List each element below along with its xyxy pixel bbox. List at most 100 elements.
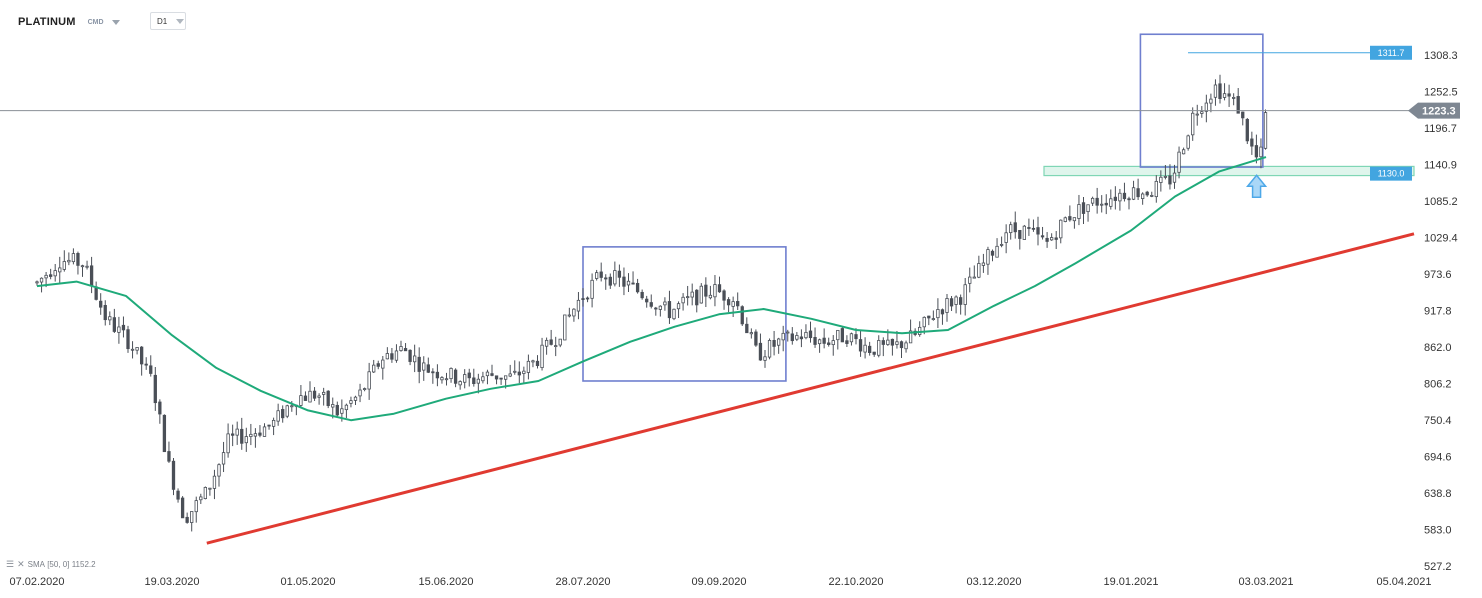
candle bbox=[840, 328, 844, 343]
candle bbox=[271, 419, 276, 427]
candle bbox=[795, 335, 799, 340]
candle bbox=[422, 362, 426, 371]
candle bbox=[717, 284, 722, 293]
candle bbox=[149, 365, 153, 374]
candle bbox=[822, 337, 826, 344]
candle bbox=[1195, 113, 1199, 116]
candle bbox=[158, 401, 162, 415]
y-tick-label: 638.8 bbox=[1424, 488, 1452, 500]
candle bbox=[931, 318, 935, 320]
candle bbox=[704, 284, 708, 297]
candle bbox=[335, 404, 339, 416]
menu-icon[interactable]: ☰ bbox=[6, 559, 15, 569]
chevron-down-icon[interactable] bbox=[111, 19, 120, 25]
candle bbox=[899, 341, 904, 349]
current-price-label: 1223.3 bbox=[1422, 106, 1456, 118]
candle bbox=[1077, 204, 1081, 219]
candle bbox=[599, 271, 603, 278]
candle bbox=[190, 511, 194, 523]
instrument-header[interactable]: PLATINUM CMD bbox=[18, 10, 120, 34]
candle bbox=[581, 298, 585, 300]
candle bbox=[654, 307, 658, 310]
candle bbox=[922, 316, 926, 328]
indicator-value: 1152.2 bbox=[71, 560, 96, 569]
candle bbox=[1136, 188, 1140, 198]
candle bbox=[863, 344, 867, 353]
candle bbox=[745, 323, 749, 334]
candle bbox=[89, 265, 94, 286]
candle bbox=[458, 381, 462, 386]
indicator-params: [50, 0] bbox=[47, 560, 70, 569]
candle bbox=[613, 270, 617, 285]
candle bbox=[453, 369, 458, 384]
candle bbox=[1227, 93, 1231, 97]
candle bbox=[808, 330, 813, 339]
candle bbox=[126, 329, 130, 350]
candle bbox=[522, 370, 526, 374]
candle bbox=[485, 371, 490, 377]
candle bbox=[954, 296, 958, 305]
close-icon[interactable]: ✕ bbox=[17, 559, 25, 569]
y-tick-label: 583.0 bbox=[1424, 524, 1452, 536]
candle bbox=[708, 294, 713, 299]
candle bbox=[963, 284, 967, 305]
candle bbox=[317, 395, 321, 398]
candle bbox=[790, 333, 794, 342]
candle bbox=[740, 306, 744, 325]
candle bbox=[267, 424, 271, 427]
candle bbox=[194, 500, 198, 513]
candle bbox=[590, 279, 594, 299]
candle bbox=[868, 345, 872, 353]
timeframe-select[interactable]: D1 bbox=[150, 12, 186, 30]
candle bbox=[722, 290, 726, 301]
candle bbox=[772, 340, 776, 347]
candle bbox=[1241, 111, 1245, 119]
candle bbox=[503, 375, 508, 380]
highlight-rectangle bbox=[582, 246, 787, 382]
candle bbox=[895, 341, 899, 345]
candle bbox=[1236, 96, 1240, 114]
candle bbox=[640, 291, 644, 299]
symbol-name[interactable]: PLATINUM bbox=[18, 16, 76, 28]
candle bbox=[1222, 93, 1227, 98]
candle bbox=[686, 296, 690, 299]
y-tick-label: 694.6 bbox=[1424, 451, 1452, 463]
candle bbox=[358, 389, 362, 397]
candle bbox=[1036, 227, 1040, 235]
candle bbox=[658, 305, 662, 310]
candle bbox=[508, 373, 512, 377]
candle bbox=[262, 426, 267, 437]
candle bbox=[372, 364, 376, 373]
candle bbox=[845, 340, 849, 344]
candle bbox=[1141, 193, 1145, 199]
candle bbox=[1218, 83, 1222, 100]
candle bbox=[777, 338, 781, 346]
candle bbox=[185, 516, 189, 523]
candle bbox=[308, 390, 312, 403]
candle bbox=[117, 326, 121, 333]
candle bbox=[203, 487, 208, 499]
candle bbox=[804, 331, 808, 339]
x-tick-label: 15.06.2020 bbox=[418, 576, 473, 588]
candle bbox=[431, 371, 435, 374]
candle bbox=[99, 300, 103, 308]
candle bbox=[635, 282, 640, 293]
highlight-rectangle bbox=[1139, 33, 1264, 168]
candle bbox=[1172, 172, 1177, 183]
candle bbox=[990, 250, 995, 256]
candle bbox=[331, 404, 335, 408]
candle bbox=[663, 301, 667, 306]
candle bbox=[108, 316, 112, 321]
candle bbox=[890, 338, 895, 346]
candle bbox=[567, 314, 571, 317]
candle bbox=[1127, 198, 1131, 201]
candle bbox=[326, 390, 330, 407]
candle bbox=[540, 344, 544, 368]
candle bbox=[1259, 146, 1263, 158]
candle bbox=[112, 317, 116, 332]
x-tick-label: 19.01.2021 bbox=[1103, 576, 1158, 588]
candle bbox=[476, 378, 481, 384]
y-tick-label: 1252.5 bbox=[1424, 87, 1458, 99]
candle bbox=[563, 314, 567, 341]
